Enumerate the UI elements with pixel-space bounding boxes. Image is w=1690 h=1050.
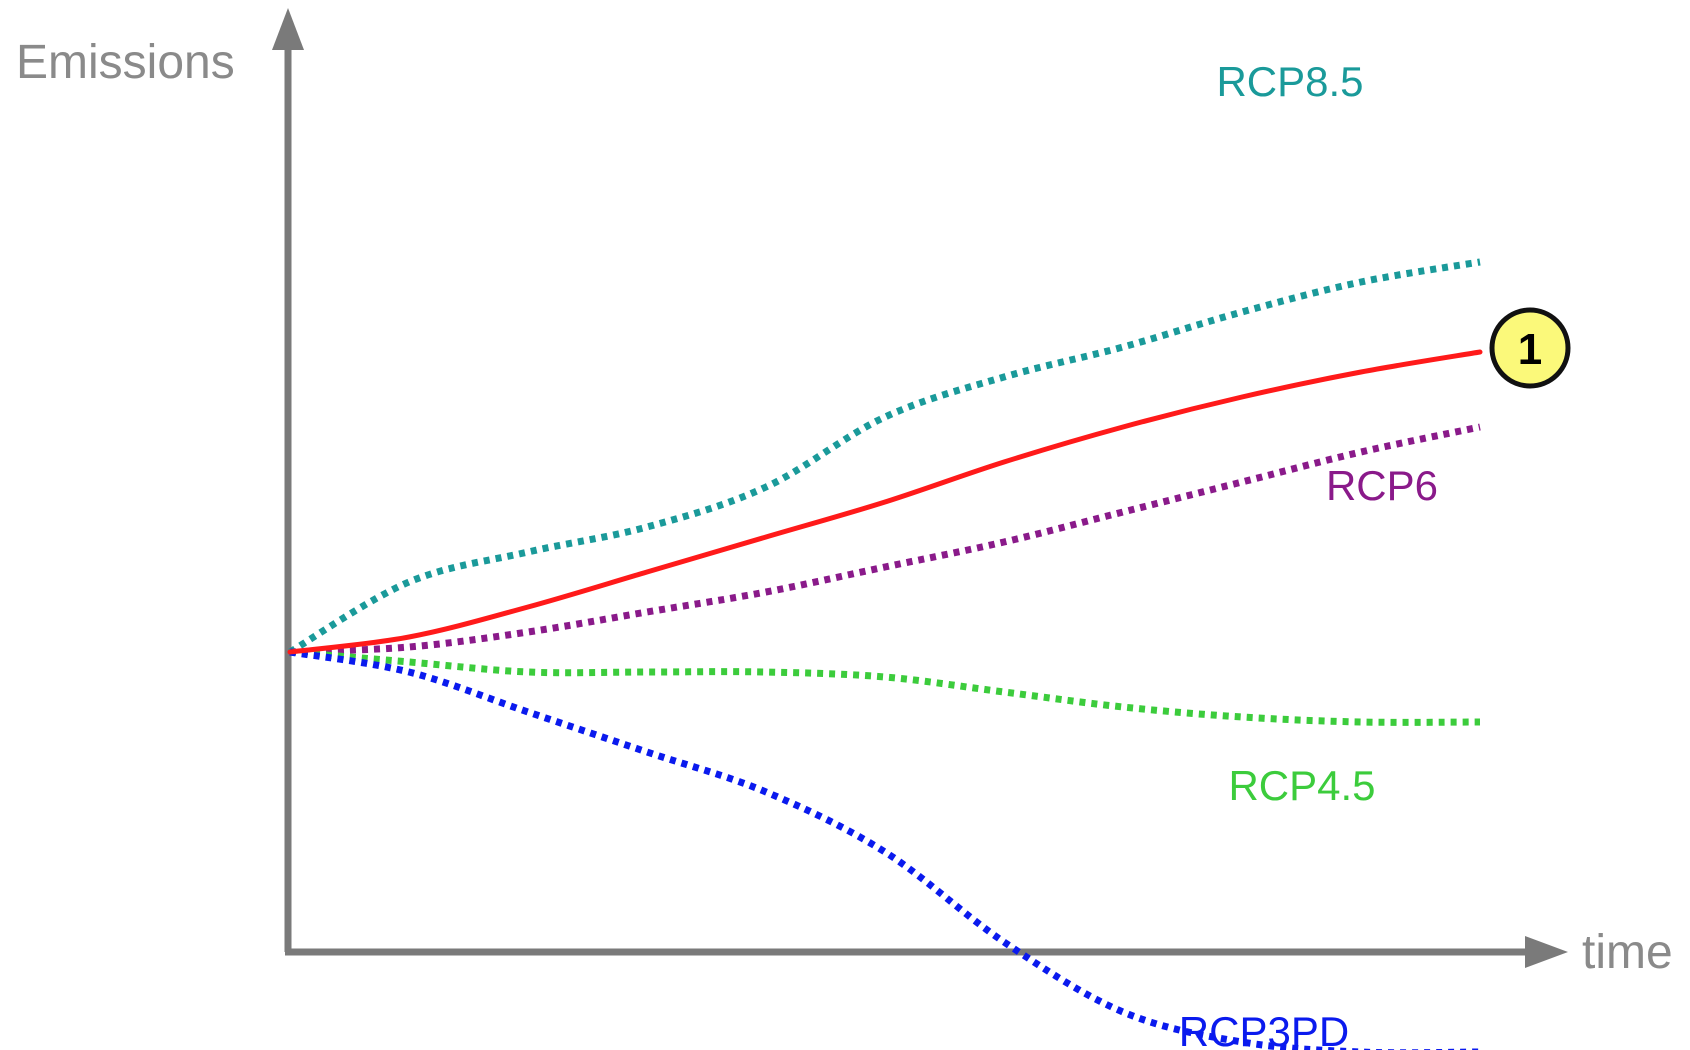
series-label-rcp8-5: RCP8.5: [1216, 58, 1363, 105]
series-layer: [287, 258, 1483, 1050]
series-line-rcp8-5: [288, 258, 1481, 656]
marker-badge: [1489, 307, 1571, 389]
series-line-highlight: [287, 349, 1483, 655]
y-axis-arrow-icon: [272, 8, 304, 50]
label-layer: RCP8.5 RCP6 RCP4.5 RCP3PD 1: [1179, 58, 1571, 1050]
x-axis-label: time: [1582, 926, 1673, 979]
series-label-rcp6: RCP6: [1326, 462, 1438, 509]
marker-badge-label: 1: [1518, 325, 1542, 374]
series-line-rcp6: [289, 423, 1481, 656]
x-axis-arrow-icon: [1525, 936, 1568, 968]
series-line-rcp3pd: [289, 648, 1480, 1050]
y-axis-label: Emissions: [16, 36, 235, 89]
series-label-rcp3pd: RCP3PD: [1179, 1008, 1349, 1050]
series-label-rcp4-5: RCP4.5: [1228, 762, 1375, 809]
